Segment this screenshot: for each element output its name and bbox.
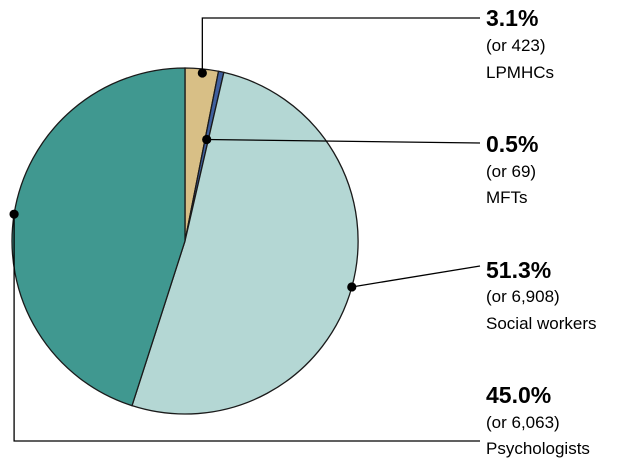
- label-mfts-count: (or 69): [486, 162, 536, 181]
- label-social-workers-count: (or 6,908): [486, 287, 560, 306]
- label-psychologists-percent: 45.0%: [486, 382, 551, 408]
- label-mfts-percent: 0.5%: [486, 131, 538, 157]
- label-psychologists-name: Psychologists: [486, 439, 590, 458]
- leader-dot-social-workers: [347, 282, 357, 292]
- leader-line-mfts: [206, 138, 481, 144]
- slice-labels: 3.1% (or 423) LPMHCs 0.5% (or 69) MFTs 5…: [486, 5, 597, 458]
- leader-line-psychologists: [13, 214, 480, 442]
- label-lpmhcs-percent: 3.1%: [486, 5, 538, 31]
- label-mfts-name: MFTs: [486, 188, 528, 207]
- leader-dot-lpmhcs: [197, 68, 207, 78]
- leader-dot-psychologists: [9, 209, 19, 219]
- leader-line-lpmhcs: [201, 17, 480, 73]
- label-social-workers-name: Social workers: [486, 314, 597, 333]
- label-social-workers-percent: 51.3%: [486, 257, 551, 283]
- pie-slices: [11, 67, 359, 415]
- label-lpmhcs-name: LPMHCs: [486, 63, 554, 82]
- leader-dot-mfts: [202, 134, 212, 145]
- label-lpmhcs-count: (or 423): [486, 36, 546, 55]
- leader-lines: [9, 17, 481, 442]
- label-psychologists-count: (or 6,063): [486, 413, 560, 432]
- leader-line-social-workers: [351, 265, 481, 288]
